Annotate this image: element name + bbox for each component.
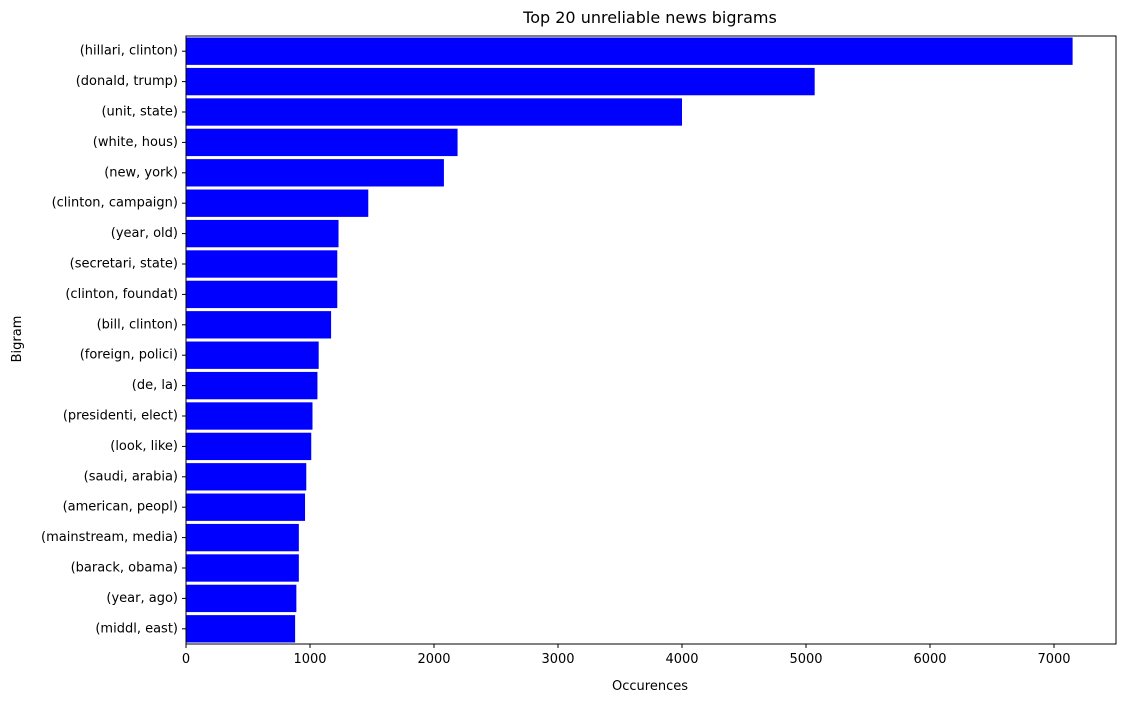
bar bbox=[186, 523, 299, 552]
x-tick-label: 6000 bbox=[913, 652, 946, 667]
bar bbox=[186, 67, 815, 96]
y-axis-label: Bigram bbox=[10, 316, 25, 363]
y-tick-label: (white, hous) bbox=[93, 135, 178, 150]
bar bbox=[186, 493, 306, 521]
bars-group bbox=[186, 37, 1073, 643]
bar bbox=[186, 584, 297, 613]
plot-frame bbox=[185, 35, 1117, 645]
y-tick-label: (de, la) bbox=[132, 378, 178, 393]
y-tick-label: (bill, clinton) bbox=[97, 317, 178, 332]
y-tick-label: (look, like) bbox=[110, 439, 178, 454]
y-tick-label: (clinton, campaign) bbox=[52, 196, 178, 211]
bar bbox=[186, 219, 339, 248]
bar bbox=[186, 432, 312, 461]
bar bbox=[186, 159, 444, 187]
y-tick-label: (barack, obama) bbox=[71, 561, 178, 576]
y-tick-label: (saudi, arabia) bbox=[84, 469, 178, 484]
y-tick-label: (mainstream, media) bbox=[41, 530, 178, 545]
y-tick-label: (year, ago) bbox=[106, 591, 178, 606]
bar bbox=[186, 128, 458, 157]
bar bbox=[186, 250, 338, 278]
y-tick-label: (unit, state) bbox=[101, 105, 178, 120]
x-axis-label: Occurences bbox=[612, 679, 688, 694]
bar bbox=[186, 402, 313, 430]
x-tick-label: 3000 bbox=[541, 652, 574, 667]
y-tick-label: (year, old) bbox=[111, 226, 178, 241]
y-tick-label: (secretari, state) bbox=[70, 257, 178, 272]
y-tick-label: (hillari, clinton) bbox=[80, 44, 178, 59]
y-ticks-group: (hillari, clinton) (donald, trump) (unit, … bbox=[41, 44, 186, 636]
chart-title: Top 20 unreliable news bigrams bbox=[522, 8, 777, 27]
x-ticks-group: 0 1000 2000 3000 4000 5000 6000 7000 bbox=[182, 644, 1071, 667]
bar bbox=[186, 280, 338, 309]
bar bbox=[186, 554, 299, 582]
y-tick-label: (presidenti, elect) bbox=[63, 409, 178, 424]
y-tick-label: (clinton, foundat) bbox=[65, 287, 178, 302]
y-tick-label: (american, peopl) bbox=[63, 500, 178, 515]
bar bbox=[186, 37, 1073, 65]
y-tick-label: (new, york) bbox=[104, 165, 178, 180]
x-tick-label: 2000 bbox=[417, 652, 450, 667]
bar bbox=[186, 98, 682, 126]
x-tick-label: 5000 bbox=[789, 652, 822, 667]
bar bbox=[186, 311, 332, 339]
y-tick-label: (donald, trump) bbox=[76, 74, 178, 89]
x-tick-label: 1000 bbox=[293, 652, 326, 667]
x-tick-label: 0 bbox=[182, 652, 190, 667]
bar bbox=[186, 371, 318, 400]
y-tick-label: (middl, east) bbox=[95, 621, 178, 636]
bar bbox=[186, 341, 319, 369]
y-tick-label: (foreign, polici) bbox=[80, 348, 178, 363]
x-tick-label: 4000 bbox=[665, 652, 698, 667]
bar bbox=[186, 463, 307, 491]
bar bbox=[186, 189, 369, 217]
bar bbox=[186, 615, 296, 643]
x-tick-label: 7000 bbox=[1037, 652, 1070, 667]
